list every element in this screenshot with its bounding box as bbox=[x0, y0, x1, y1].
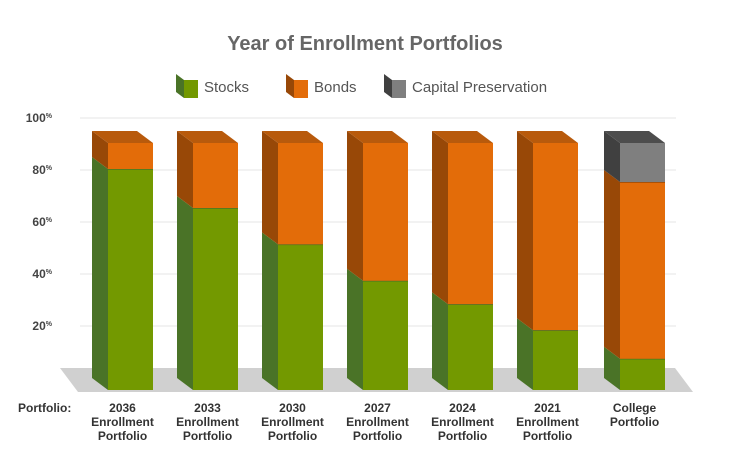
bar-side-bonds bbox=[262, 131, 278, 245]
bar-stack bbox=[347, 131, 408, 390]
bar-top-bonds bbox=[347, 131, 408, 143]
bar-bonds bbox=[448, 143, 493, 305]
bar-side-bonds bbox=[432, 131, 448, 305]
bar-stack bbox=[92, 131, 153, 390]
bars bbox=[92, 131, 665, 390]
bar-top-bonds bbox=[177, 131, 238, 143]
bar-side-stocks bbox=[177, 196, 193, 390]
category-label: 2030 Enrollment Portfolio bbox=[261, 401, 324, 443]
bar-top-capital-preservation bbox=[604, 131, 665, 143]
legend-label: Capital Preservation bbox=[412, 79, 547, 96]
legend-label: Bonds bbox=[314, 79, 357, 96]
bar-side-stocks bbox=[432, 292, 448, 390]
bar-stack bbox=[262, 131, 323, 390]
category-label: 2033 Enrollment Portfolio bbox=[176, 401, 239, 443]
category-prefix: Portfolio: bbox=[18, 401, 71, 415]
legend-item-capital-preservation: Capital Preservation bbox=[384, 74, 547, 98]
bar-side-stocks bbox=[517, 318, 533, 390]
bar-bonds bbox=[533, 143, 578, 331]
bar-side-stocks bbox=[92, 157, 108, 390]
x-axis: 2036 Enrollment Portfolio 2033 Enrollment Por… bbox=[91, 401, 659, 443]
y-tick-label: 100% bbox=[26, 111, 53, 125]
bar-bonds bbox=[278, 143, 323, 245]
category-label: 2027 Enrollment Portfolio bbox=[346, 401, 409, 443]
category-label: 2036 Enrollment Portfolio bbox=[91, 401, 154, 443]
bar-stocks bbox=[278, 244, 323, 390]
bar-stocks bbox=[620, 358, 665, 390]
legend-item-stocks: Stocks bbox=[176, 74, 249, 98]
bar-bonds bbox=[620, 182, 665, 359]
bar-bonds bbox=[193, 143, 238, 208]
legend-swatch bbox=[294, 80, 308, 98]
bar-side-bonds bbox=[517, 131, 533, 331]
bar-stocks bbox=[108, 169, 153, 390]
category-label: 2021 Enrollment Portfolio bbox=[516, 401, 579, 443]
bar-top-bonds bbox=[517, 131, 578, 143]
bar-bonds bbox=[108, 143, 153, 169]
bar-stack bbox=[604, 131, 665, 390]
category-label: 2024 Enrollment Portfolio bbox=[431, 401, 494, 443]
legend-swatch bbox=[184, 80, 198, 98]
legend-swatch-side bbox=[384, 74, 392, 98]
legend-swatch bbox=[392, 80, 406, 98]
legend-item-bonds: Bonds bbox=[286, 74, 357, 98]
legend: Stocks Bonds Capital Preservation bbox=[176, 74, 547, 98]
bar-side-bonds bbox=[604, 170, 620, 359]
bar-stocks bbox=[448, 304, 493, 390]
bar-stack bbox=[432, 131, 493, 390]
bar-top-bonds bbox=[432, 131, 493, 143]
bar-side-bonds bbox=[92, 131, 108, 169]
y-tick-label: 80% bbox=[32, 163, 52, 177]
y-tick-label: 40% bbox=[32, 267, 52, 281]
category-label: College Portfolio bbox=[610, 401, 659, 429]
bar-top-bonds bbox=[92, 131, 153, 143]
y-tick-label: 20% bbox=[32, 319, 52, 333]
bar-side-stocks bbox=[262, 232, 278, 390]
bar-stocks bbox=[533, 330, 578, 390]
bar-stack bbox=[177, 131, 238, 390]
legend-label: Stocks bbox=[204, 79, 249, 96]
y-tick-label: 60% bbox=[32, 215, 52, 229]
bar-side-stocks bbox=[604, 346, 620, 390]
bar-side-stocks bbox=[347, 268, 363, 390]
y-axis: 20% 40% 60% 80% 100% bbox=[26, 111, 53, 333]
bar-stack bbox=[517, 131, 578, 390]
bar-capital-preservation bbox=[620, 143, 665, 182]
bar-bonds bbox=[363, 143, 408, 281]
chart-title: Year of Enrollment Portfolios bbox=[227, 33, 503, 55]
bar-side-bonds bbox=[177, 131, 193, 208]
legend-swatch-side bbox=[176, 74, 184, 98]
bar-stocks bbox=[363, 280, 408, 390]
bar-side-bonds bbox=[347, 131, 363, 281]
legend-swatch-side bbox=[286, 74, 294, 98]
bar-side-capital-preservation bbox=[604, 131, 620, 182]
bar-top-bonds bbox=[262, 131, 323, 143]
bar-stocks bbox=[193, 208, 238, 390]
